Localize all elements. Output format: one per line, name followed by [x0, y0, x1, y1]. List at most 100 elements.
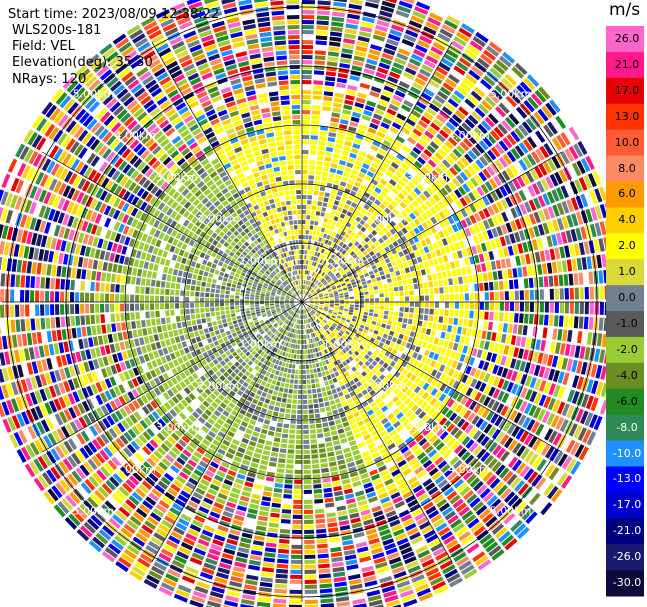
range-gate [346, 271, 352, 276]
range-gate [417, 549, 430, 559]
range-gate [309, 304, 314, 307]
range-gate [361, 341, 367, 347]
range-gate [322, 171, 329, 177]
range-gate [235, 382, 242, 389]
range-gate [72, 391, 80, 403]
range-gate [437, 90, 449, 100]
range-gate [350, 147, 359, 154]
range-gate [423, 314, 429, 321]
range-gate [238, 468, 247, 476]
range-gate [503, 280, 509, 290]
range-gate [436, 66, 448, 76]
range-gate [303, 484, 312, 489]
range-gate [393, 233, 400, 240]
range-gate [389, 384, 397, 391]
range-gate [376, 335, 382, 341]
range-gate [160, 582, 175, 592]
range-gate [419, 302, 424, 308]
range-gate [212, 358, 219, 365]
range-gate [586, 379, 594, 393]
range-gate [473, 480, 484, 492]
range-gate [360, 233, 367, 240]
range-gate [166, 379, 174, 388]
range-gate [589, 190, 598, 205]
range-gate [473, 254, 480, 264]
range-gate [303, 459, 311, 464]
range-gate [378, 331, 384, 337]
range-gate [557, 329, 563, 341]
range-gate [354, 304, 359, 308]
range-gate [439, 287, 444, 294]
range-gate [549, 99, 561, 113]
range-gate [422, 321, 428, 328]
range-gate [236, 348, 242, 354]
range-gate [337, 206, 343, 213]
range-gate [439, 502, 451, 512]
range-gate [361, 429, 369, 436]
range-gate [356, 495, 366, 502]
range-gate [253, 535, 265, 541]
range-gate [403, 99, 414, 108]
range-gate [446, 49, 459, 59]
range-gate [260, 321, 265, 326]
range-gate [57, 501, 70, 515]
range-gate [554, 247, 561, 260]
range-gate [310, 439, 317, 444]
range-gate [239, 325, 245, 330]
range-gate [322, 244, 327, 249]
range-gate [425, 228, 433, 236]
range-gate [405, 388, 413, 396]
range-gate [234, 417, 242, 425]
range-gate [247, 471, 256, 478]
range-gate [220, 360, 226, 367]
range-gate [336, 274, 342, 279]
range-gate [288, 439, 295, 444]
range-gate [410, 366, 417, 373]
range-gate [501, 534, 515, 547]
range-gate [426, 366, 433, 375]
range-gate [497, 378, 505, 389]
range-gate [494, 85, 507, 97]
range-gate [401, 38, 415, 47]
range-gate [257, 401, 264, 407]
range-gate [181, 421, 190, 430]
range-gate [223, 322, 228, 328]
range-gate [386, 108, 397, 116]
range-gate [425, 431, 435, 440]
range-gate [203, 562, 217, 571]
range-gate [470, 177, 479, 188]
range-gate [452, 148, 462, 158]
range-gate [337, 164, 345, 171]
range-gate [454, 429, 463, 440]
range-gate [489, 302, 494, 311]
range-gate [286, 459, 294, 464]
range-gate [437, 272, 442, 280]
range-gate [475, 143, 485, 154]
range-gate [319, 578, 332, 584]
range-gate [249, 348, 254, 353]
range-gate [200, 375, 207, 382]
range-gate [535, 130, 546, 143]
range-gate [363, 455, 372, 462]
range-gate [315, 287, 319, 291]
range-gate [294, 374, 299, 379]
range-gate [375, 24, 389, 32]
range-gate [283, 336, 287, 341]
range-gate [230, 364, 237, 371]
range-gate [304, 255, 307, 260]
range-gate [343, 340, 349, 346]
range-gate [406, 194, 414, 202]
range-gate [537, 264, 543, 275]
range-gate [469, 203, 477, 213]
range-gate [401, 127, 411, 135]
range-gate [305, 324, 308, 329]
range-gate [458, 506, 470, 517]
range-gate [424, 295, 429, 301]
range-gate [343, 276, 349, 280]
range-gate [302, 349, 305, 354]
range-gate [364, 305, 369, 309]
range-gate [67, 473, 79, 486]
range-gate [300, 335, 302, 339]
range-gate [229, 338, 235, 343]
range-gate [381, 161, 389, 169]
